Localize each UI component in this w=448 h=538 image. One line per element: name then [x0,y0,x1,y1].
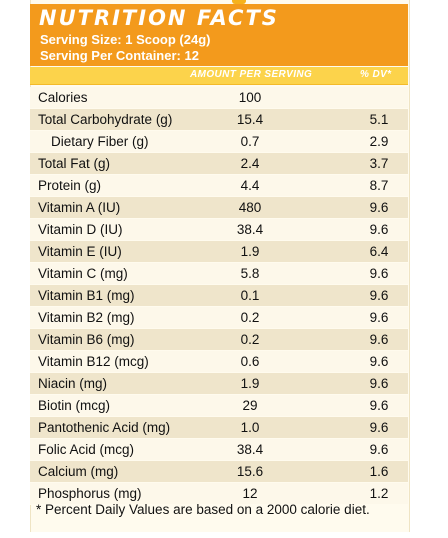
nutrient-name: Vitamin D (IU) [38,222,123,237]
nutrient-daily-value: 9.6 [369,420,389,435]
servings-per-container: Serving Per Container: 12 [40,48,199,63]
nutrient-daily-value: 1.6 [369,464,389,479]
nutrient-name: Vitamin B6 (mg) [38,332,135,347]
nutrient-row: Dietary Fiber (g) 0.7 2.9 [30,131,408,153]
nutrient-amount: 4.4 [240,178,260,193]
top-tab-accent [232,0,246,4]
nutrient-name: Vitamin B1 (mg) [38,288,135,303]
nutrient-amount: 2.4 [240,156,260,171]
label-title: NUTRITION FACTS [39,6,279,30]
nutrient-daily-value: 6.4 [369,244,389,259]
nutrient-name: Calcium (mg) [38,464,119,479]
nutrient-daily-value: 9.6 [369,266,389,281]
nutrient-amount: 1.9 [240,376,260,391]
nutrient-name: Vitamin B2 (mg) [38,310,135,325]
label-header: NUTRITION FACTS Serving Size: 1 Scoop (2… [30,4,408,66]
nutrient-amount: 38.4 [236,222,264,237]
nutrient-amount: 0.2 [240,310,260,325]
nutrient-amount: 0.7 [240,134,260,149]
serving-size: Serving Size: 1 Scoop (24g) [40,32,211,47]
nutrient-amount: 15.6 [236,464,264,479]
nutrient-daily-value: 9.6 [369,398,389,413]
nutrient-amount: 0.1 [240,288,260,303]
nutrient-row: Calcium (mg) 15.6 1.6 [30,461,408,483]
nutrient-row: Total Carbohydrate (g) 15.4 5.1 [30,109,408,131]
nutrient-row: Total Fat (g) 2.4 3.7 [30,153,408,175]
nutrient-daily-value: 8.7 [369,178,389,193]
nutrient-daily-value: 1.2 [369,486,389,501]
nutrient-daily-value: 2.9 [369,134,389,149]
footnote: * Percent Daily Values are based on a 20… [36,502,370,517]
nutrient-daily-value: 9.6 [369,222,389,237]
nutrient-row: Vitamin B1 (mg) 0.1 9.6 [30,285,408,307]
nutrient-name: Biotin (mcg) [38,398,111,413]
amount-column-header: AMOUNT PER SERVING [190,69,313,80]
nutrient-name: Protein (g) [38,178,102,193]
nutrient-daily-value: 9.6 [369,332,389,347]
nutrient-amount: 480 [238,200,262,215]
nutrient-amount: 0.6 [240,354,260,369]
nutrient-amount: 1.0 [240,420,260,435]
nutrient-name: Phosphorus (mg) [38,486,142,501]
nutrient-row: Vitamin E (IU) 1.9 6.4 [30,241,408,263]
column-header-bar: AMOUNT PER SERVING % DV* [30,67,408,85]
nutrient-name: Dietary Fiber (g) [51,134,149,149]
nutrient-amount: 15.4 [236,112,264,127]
nutrient-name: Vitamin A (IU) [38,200,121,215]
nutrient-name: Total Carbohydrate (g) [38,112,173,127]
nutrient-daily-value: 9.6 [369,310,389,325]
nutrient-name: Calories [38,90,88,105]
nutrient-amount: 0.2 [240,332,260,347]
nutrient-daily-value: 5.1 [369,112,389,127]
nutrient-amount: 100 [238,90,262,105]
nutrient-daily-value: 9.6 [369,200,389,215]
nutrient-name: Vitamin E (IU) [38,244,122,259]
nutrient-daily-value: 9.6 [369,442,389,457]
nutrient-daily-value: 9.6 [369,288,389,303]
nutrient-row: Vitamin A (IU) 480 9.6 [30,197,408,219]
nutrient-row: Vitamin B12 (mcg) 0.6 9.6 [30,351,408,373]
nutrient-name: Pantothenic Acid (mg) [38,420,171,435]
nutrient-name: Folic Acid (mcg) [38,442,135,457]
nutrient-row: Calories 100 [30,87,408,109]
nutrient-name: Niacin (mg) [38,376,108,391]
nutrient-name: Total Fat (g) [38,156,111,171]
nutrient-amount: 1.9 [240,244,260,259]
nutrient-row: Pantothenic Acid (mg) 1.0 9.6 [30,417,408,439]
nutrient-amount: 29 [242,398,258,413]
dv-column-header: % DV* [360,69,392,80]
nutrient-row: Niacin (mg) 1.9 9.6 [30,373,408,395]
nutrient-name: Vitamin B12 (mcg) [38,354,149,369]
nutrient-row: Vitamin B2 (mg) 0.2 9.6 [30,307,408,329]
nutrient-name: Vitamin C (mg) [38,266,128,281]
nutrient-amount: 38.4 [236,442,264,457]
nutrient-daily-value: 3.7 [369,156,389,171]
nutrient-row: Folic Acid (mcg) 38.4 9.6 [30,439,408,461]
nutrient-daily-value: 9.6 [369,354,389,369]
nutrient-amount: 5.8 [240,266,260,281]
nutrient-table: Calories 100 Total Carbohydrate (g) 15.4 5.1… [30,87,408,505]
nutrient-daily-value: 9.6 [369,376,389,391]
nutrient-row: Biotin (mcg) 29 9.6 [30,395,408,417]
nutrient-row: Vitamin D (IU) 38.4 9.6 [30,219,408,241]
nutrient-row: Vitamin C (mg) 5.8 9.6 [30,263,408,285]
nutrient-row: Phosphorus (mg) 12 1.2 [30,483,408,505]
nutrient-amount: 12 [242,486,258,501]
nutrient-row: Protein (g) 4.4 8.7 [30,175,408,197]
nutrient-row: Vitamin B6 (mg) 0.2 9.6 [30,329,408,351]
